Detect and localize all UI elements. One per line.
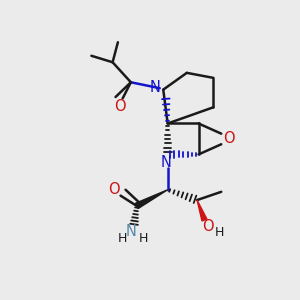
Text: N: N (150, 80, 160, 95)
Text: O: O (108, 182, 120, 197)
Text: O: O (202, 219, 214, 234)
Text: H: H (139, 232, 148, 245)
Text: O: O (114, 99, 125, 114)
Polygon shape (135, 190, 168, 208)
Polygon shape (197, 200, 207, 221)
Text: H: H (118, 232, 127, 245)
Text: H: H (215, 226, 224, 239)
Text: O: O (224, 131, 235, 146)
Text: N: N (126, 224, 137, 239)
Text: N: N (161, 155, 172, 170)
